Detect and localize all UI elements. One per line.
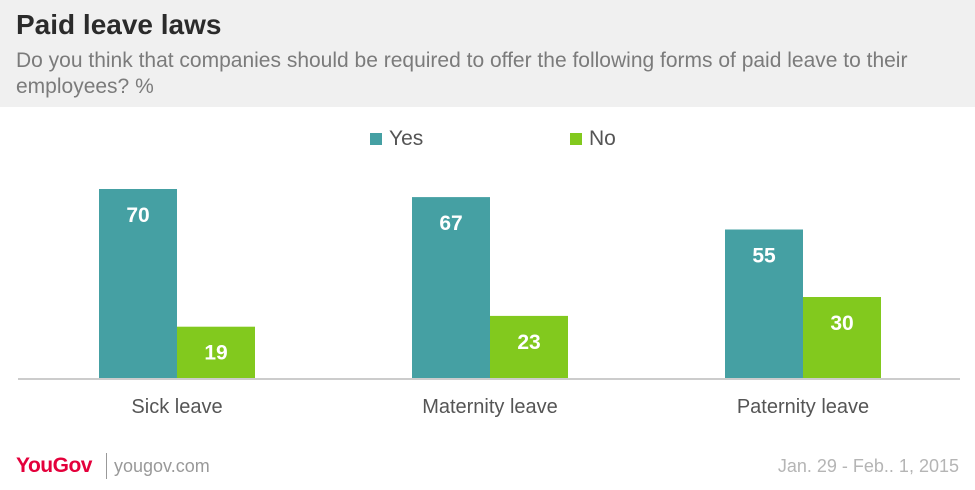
bar-yes-3 [725,229,803,378]
data-label-no-3: 30 [830,312,853,335]
bar-yes-1 [99,189,177,378]
footer-date: Jan. 29 - Feb.. 1, 2015 [777,456,959,476]
data-label-no-1: 19 [204,342,227,365]
data-label-yes-1: 70 [126,204,149,227]
chart-header: Paid leave laws Do you think that compan… [0,0,975,107]
chart-subtitle: Do you think that companies should be re… [16,49,908,98]
data-label-yes-3: 55 [752,245,776,268]
legend-label-no: No [589,127,616,150]
legend-label-yes: Yes [389,127,424,150]
data-label-no-2: 23 [517,331,540,354]
legend-item-no: No [570,127,616,151]
footer-url: yougov.com [114,456,210,476]
category-label-3: Paternity leave [737,396,869,418]
data-label-yes-2: 67 [439,212,462,235]
category-label-1: Sick leave [131,396,222,418]
chart-title: Paid leave laws [16,9,222,40]
yougov-logo: YouGov [16,454,92,477]
bar-no-3 [803,297,881,378]
category-label-2: Maternity leave [422,396,558,418]
legend-swatch-no [570,133,582,145]
footer-divider [106,453,107,479]
legend-item-yes: Yes [370,127,423,151]
legend-swatch-yes [370,133,382,145]
bar-yes-2 [412,197,490,378]
bar-no-2 [490,315,568,378]
bar-no-1 [177,326,255,378]
